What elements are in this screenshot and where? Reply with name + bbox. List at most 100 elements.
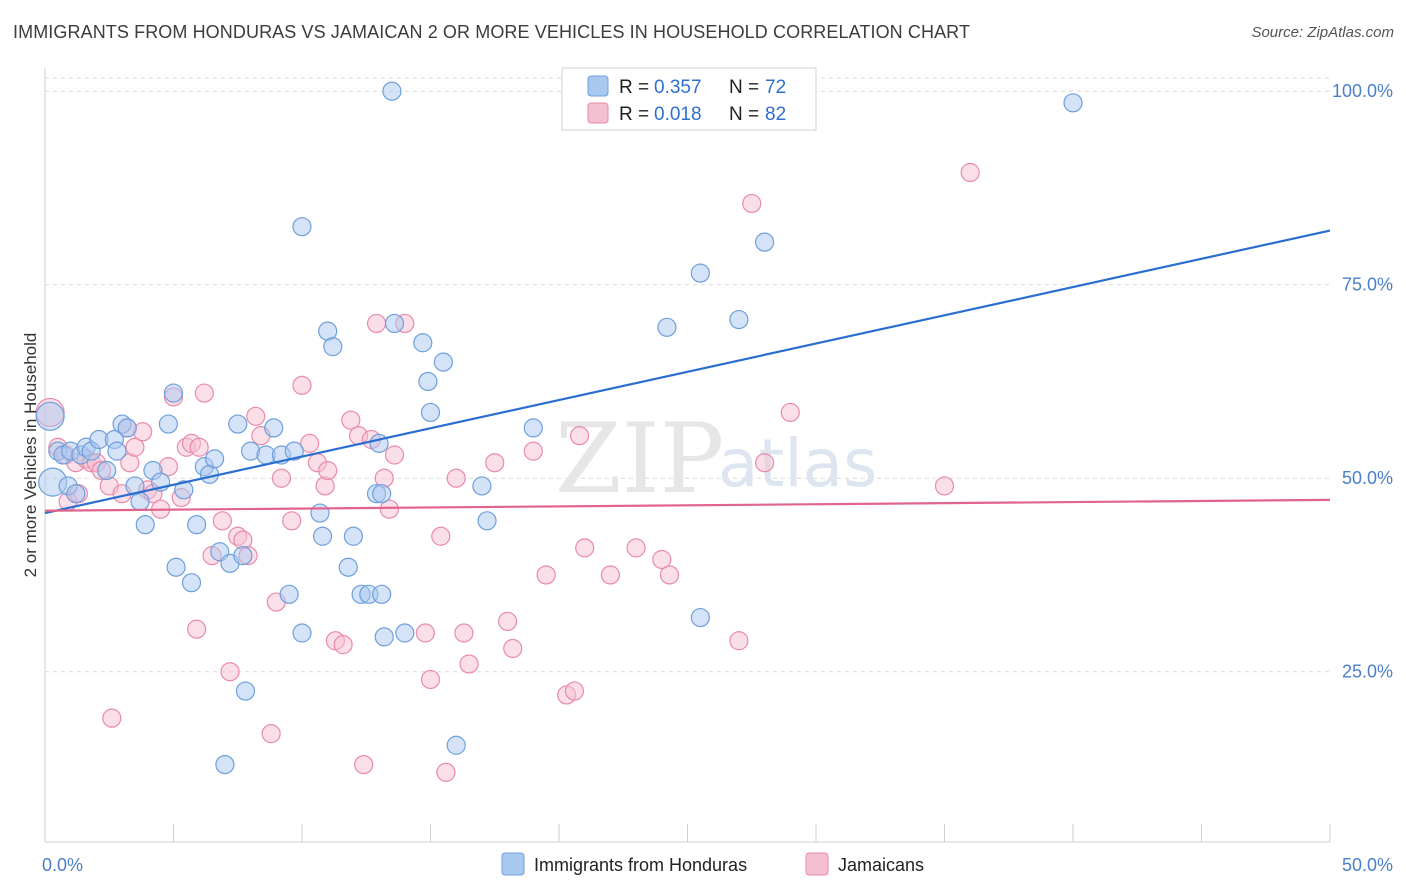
honduras-point-58 (384, 313, 405, 334)
jamaicans-point-48 (366, 313, 387, 334)
bottom-legend-label-honduras: Immigrants from Honduras (534, 855, 747, 875)
trend-line-honduras (44, 229, 1331, 515)
legend-n-value-blue: 72 (765, 77, 786, 98)
series-jamaicans-points (35, 162, 980, 782)
legend-swatch-blue (587, 75, 609, 97)
jamaicans-point-78 (960, 162, 980, 183)
honduras-point-63 (433, 352, 453, 372)
honduras-point-35 (235, 681, 256, 701)
chart-title: IMMIGRANTS FROM HONDURAS VS JAMAICAN 2 O… (13, 22, 971, 42)
jamaicans-point-54 (420, 669, 441, 690)
watermark: ZIP atlas (555, 403, 878, 515)
jamaicans-point-62 (503, 638, 523, 659)
legend-n-label-blue: N = (729, 77, 759, 98)
jamaicans-point-35 (271, 468, 292, 488)
honduras-point-66 (477, 511, 497, 531)
jamaicans-point-26 (212, 511, 232, 531)
honduras-point-42 (292, 623, 312, 643)
jamaicans-point-76 (780, 402, 800, 423)
chart-source: Source: ZipAtlas.com (1251, 24, 1394, 41)
jamaicans-point-13 (125, 437, 145, 457)
y-tick-label-1: 50.0% (1342, 468, 1393, 488)
jamaicans-point-43 (333, 635, 353, 655)
honduras-point-33 (228, 414, 248, 434)
jamaicans-point-27 (220, 662, 240, 682)
honduras-point-48 (338, 557, 358, 577)
legend-r-value-pink: 0.018 (654, 104, 702, 125)
y-tick-label-3: 100.0% (1332, 81, 1393, 101)
jamaicans-point-55 (431, 526, 451, 546)
jamaicans-point-66 (564, 681, 585, 701)
jamaicans-point-77 (934, 476, 955, 496)
series-honduras-points (35, 81, 1083, 775)
y-axis-label: 2 or more Vehicles in Household (21, 333, 40, 578)
honduras-point-13 (107, 441, 127, 461)
jamaicans-point-51 (384, 445, 405, 465)
honduras-point-44 (310, 503, 330, 523)
jamaicans-point-50 (379, 499, 399, 519)
watermark-zip: ZIP (555, 403, 724, 515)
honduras-point-57 (382, 81, 402, 101)
legend: R = 0.357 N = 72 R = 0.018 N = 82 (561, 67, 817, 131)
honduras-point-72 (754, 232, 775, 252)
jamaicans-point-74 (742, 193, 762, 214)
honduras-point-55 (372, 484, 392, 504)
trend-lines (44, 229, 1331, 515)
jamaicans-point-73 (729, 631, 749, 651)
jamaicans-point-41 (318, 460, 338, 481)
jamaicans-point-44 (341, 410, 361, 430)
jamaicans-point-70 (626, 538, 646, 558)
honduras-point-0 (35, 401, 65, 431)
jamaicans-point-37 (292, 375, 312, 395)
legend-swatch-pink (587, 102, 609, 124)
honduras-point-38 (264, 418, 284, 438)
jamaicans-point-10 (102, 708, 122, 728)
honduras-point-40 (279, 584, 299, 604)
watermark-atlas: atlas (718, 425, 878, 502)
honduras-point-11 (97, 460, 117, 481)
bottom-legend-swatch-honduras (501, 852, 525, 876)
jamaicans-point-58 (454, 623, 474, 643)
jamaicans-point-36 (282, 511, 302, 531)
jamaicans-point-60 (485, 453, 505, 473)
jamaicans-point-67 (569, 426, 590, 446)
honduras-point-23 (166, 557, 186, 577)
honduras-point-49 (343, 526, 363, 546)
jamaicans-point-69 (600, 565, 621, 585)
honduras-point-26 (187, 515, 207, 535)
honduras-point-70 (690, 263, 710, 283)
axes (44, 68, 1331, 843)
jamaicans-point-71 (652, 549, 672, 570)
jamaicans-point-31 (246, 406, 266, 426)
honduras-point-29 (205, 449, 225, 469)
honduras-point-71 (729, 309, 749, 330)
honduras-point-25 (181, 573, 202, 593)
y-tick-label-0: 25.0% (1342, 662, 1393, 682)
y-tick-label-2: 75.0% (1342, 275, 1393, 295)
honduras-point-18 (135, 515, 155, 535)
jamaicans-point-64 (536, 565, 556, 585)
jamaicans-point-59 (459, 654, 479, 674)
honduras-point-21 (158, 414, 178, 434)
trend-line-jamaicans (44, 498, 1331, 512)
legend-n-value-pink: 82 (765, 104, 786, 125)
honduras-point-69 (690, 607, 710, 628)
legend-n-label-pink: N = (729, 104, 759, 125)
jamaicans-point-81 (189, 437, 209, 457)
jamaicans-point-24 (194, 383, 214, 403)
jamaicans-point-63 (523, 441, 543, 461)
honduras-point-56 (374, 627, 394, 647)
jamaicans-point-46 (354, 754, 374, 775)
honduras-point-60 (413, 333, 433, 353)
honduras-point-41 (284, 441, 304, 461)
jamaicans-point-33 (261, 724, 281, 744)
honduras-point-31 (215, 754, 235, 775)
bottom-legend: Immigrants from Honduras Jamaicans (501, 852, 924, 876)
jamaicans-point-68 (575, 538, 595, 558)
honduras-point-17 (130, 491, 150, 512)
honduras-point-34 (233, 546, 253, 566)
bottom-legend-swatch-jamaicans (805, 852, 829, 876)
bottom-legend-label-jamaicans: Jamaicans (838, 855, 924, 875)
honduras-point-73 (1063, 93, 1083, 113)
